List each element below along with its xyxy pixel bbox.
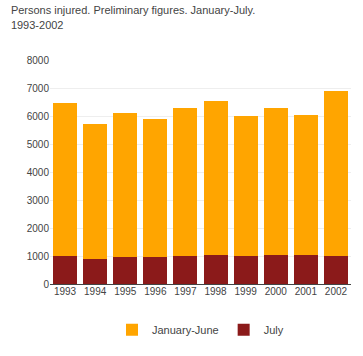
svg-text:1998: 1998 (204, 286, 227, 297)
svg-text:3000: 3000 (27, 195, 50, 206)
svg-text:7000: 7000 (27, 83, 50, 94)
svg-text:8000: 8000 (27, 55, 50, 66)
svg-text:0: 0 (43, 279, 49, 290)
svg-text:5000: 5000 (27, 139, 50, 150)
svg-text:1999: 1999 (235, 286, 258, 297)
svg-text:2000: 2000 (265, 286, 288, 297)
svg-text:Persons injured. Preliminary f: Persons injured. Preliminary figures. Ja… (11, 4, 255, 30)
svg-text:1000: 1000 (27, 251, 50, 262)
svg-text:January-June: January-June (152, 324, 219, 336)
svg-text:2000: 2000 (27, 223, 50, 234)
svg-text:4000: 4000 (27, 167, 50, 178)
svg-text:1994: 1994 (84, 286, 107, 297)
svg-text:1996: 1996 (144, 286, 167, 297)
svg-text:6000: 6000 (27, 111, 50, 122)
svg-text:1995: 1995 (114, 286, 137, 297)
svg-text:2001: 2001 (295, 286, 318, 297)
svg-text:July: July (264, 324, 284, 336)
svg-text:1997: 1997 (174, 286, 197, 297)
svg-text:2002: 2002 (325, 286, 348, 297)
svg-text:1993: 1993 (54, 286, 77, 297)
